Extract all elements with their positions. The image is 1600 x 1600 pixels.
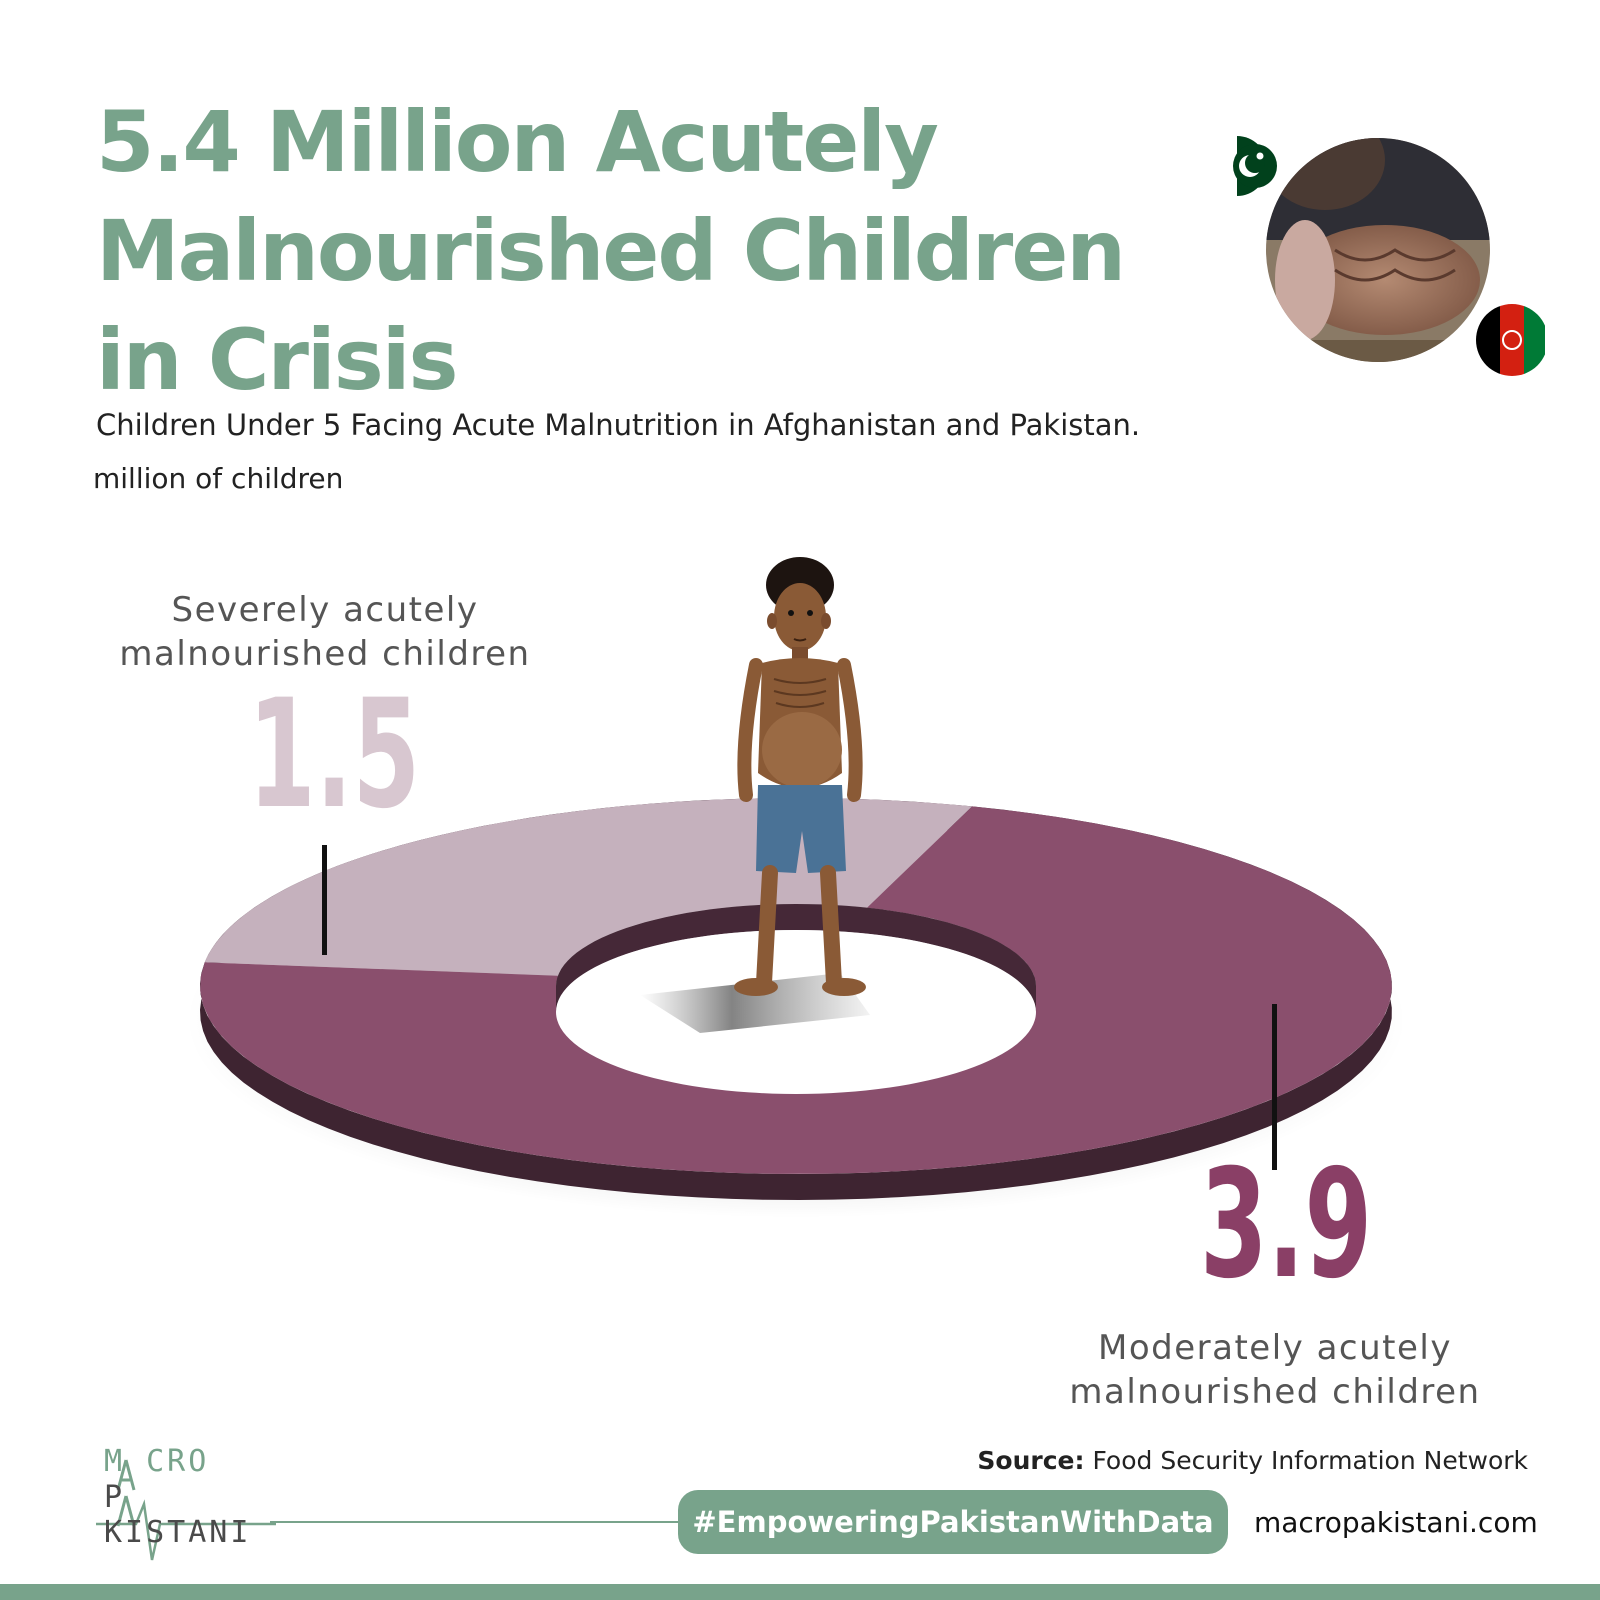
label-severe-line-1: Severely acutely <box>171 590 479 630</box>
bottom-bar <box>0 1584 1600 1600</box>
hashtag-badge: #EmpoweringPakistanWithData <box>678 1490 1228 1554</box>
website-link[interactable]: macropakistani.com <box>1254 1506 1538 1539</box>
title-line-2: Malnourished Children <box>96 202 1126 300</box>
source-label: Source: <box>977 1446 1085 1475</box>
child-illustration <box>640 557 870 1033</box>
footer-line <box>270 1521 680 1523</box>
label-moderate: Moderately acutely malnourished children <box>1035 1326 1515 1414</box>
title-line-1: 5.4 Million Acutely <box>96 93 939 191</box>
brand-logo: M CRO P KISTANI <box>96 1444 276 1564</box>
pakistan-flag-icon <box>1215 136 1277 196</box>
page-title: 5.4 Million Acutely Malnourished Childre… <box>96 88 1216 415</box>
unit-label: million of children <box>93 462 344 495</box>
label-moderate-line-1: Moderately acutely <box>1098 1328 1452 1368</box>
afghanistan-flag-icon <box>1476 304 1548 376</box>
value-severe: 1.5 <box>248 668 421 842</box>
donut-inner-wall <box>556 904 1036 1012</box>
photo-thumbnail <box>1266 138 1490 362</box>
title-line-3: in Crisis <box>96 311 459 409</box>
leader-line-severe <box>322 845 327 955</box>
logo-line-1: M CRO <box>104 1444 210 1479</box>
slice-moderate <box>200 806 1392 1174</box>
label-severe: Severely acutely malnourished children <box>100 588 550 676</box>
leader-line-moderate <box>1272 1004 1277 1170</box>
donut-chart <box>186 557 1406 1218</box>
source-note: Source: Food Security Information Networ… <box>977 1446 1528 1475</box>
value-moderate: 3.9 <box>1200 1138 1373 1312</box>
photo-with-flags <box>1215 130 1548 390</box>
label-moderate-line-2: malnourished children <box>1069 1372 1481 1412</box>
source-text: Food Security Information Network <box>1084 1446 1528 1475</box>
label-severe-line-2: malnourished children <box>119 634 531 674</box>
subtitle: Children Under 5 Facing Acute Malnutriti… <box>96 408 1141 442</box>
logo-line-2: P KISTANI <box>104 1480 252 1550</box>
